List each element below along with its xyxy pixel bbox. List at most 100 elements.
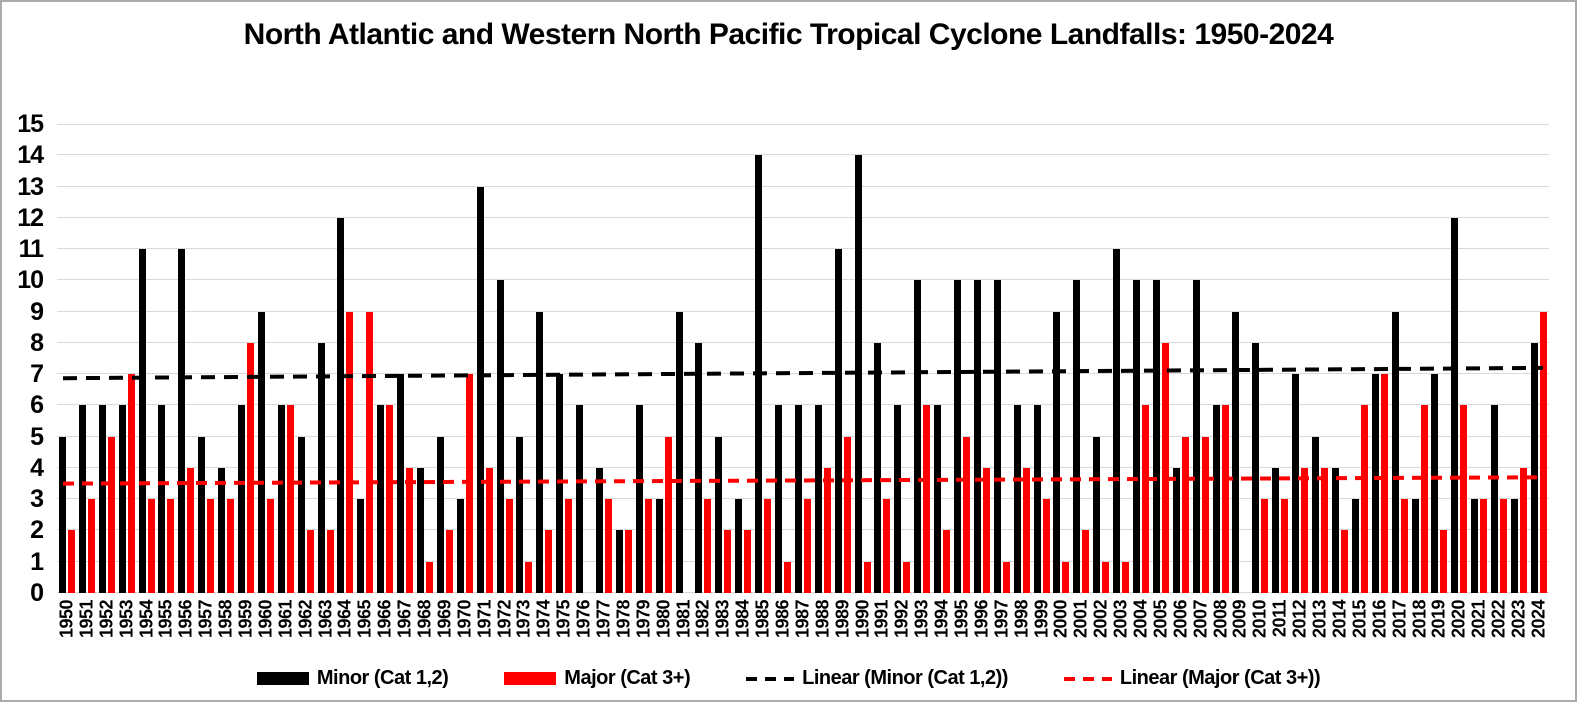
- gridline: [57, 248, 1549, 250]
- x-tick-label: 2022: [1488, 600, 1509, 639]
- minor-bar-2003: [1113, 249, 1121, 593]
- x-tick-label: 1979: [633, 600, 654, 639]
- x-tick-cell: 1973: [514, 597, 534, 649]
- y-tick-label: 1: [30, 547, 44, 576]
- year-group-1991: [873, 124, 893, 593]
- year-group-1993: [912, 124, 932, 593]
- minor-bar-1975: [556, 374, 564, 593]
- major-bar-1982: [704, 499, 712, 593]
- minor-bar-1970: [456, 499, 464, 593]
- x-tick-cell: 1964: [335, 597, 355, 649]
- major-bar-1958: [227, 499, 235, 593]
- x-tick-label: 1970: [454, 600, 475, 639]
- major-bar-1956: [187, 467, 195, 593]
- minor-bar-1969: [436, 436, 444, 593]
- major-bar-1971: [485, 467, 493, 593]
- x-tick-label: 1950: [56, 600, 77, 639]
- x-tick-cell: 1960: [255, 597, 276, 649]
- major-bar-1986: [784, 561, 791, 593]
- x-tick-cell: 1993: [912, 597, 932, 649]
- x-tick-label: 2024: [1528, 600, 1549, 639]
- minor-bar-2016: [1371, 374, 1379, 593]
- year-group-1973: [514, 124, 534, 593]
- x-tick-label: 1971: [474, 600, 495, 639]
- minor-bar-1957: [198, 436, 206, 593]
- x-tick-cell: 1968: [414, 597, 435, 649]
- x-tick-label: 1984: [732, 600, 753, 639]
- major-bar-1969: [445, 530, 453, 593]
- major-bar-1997: [1002, 561, 1010, 593]
- x-tick-cell: 1954: [136, 597, 157, 649]
- x-tick-cell: 1974: [534, 597, 554, 649]
- x-tick-label: 2016: [1369, 600, 1390, 639]
- x-tick-label: 1989: [832, 600, 853, 639]
- major-bar-1991: [883, 499, 891, 593]
- year-group-1964: [335, 124, 355, 593]
- major-bar-2003: [1122, 561, 1130, 593]
- x-tick-label: 1960: [255, 600, 276, 639]
- major-bar-2007: [1201, 436, 1209, 593]
- year-group-2001: [1071, 124, 1091, 593]
- x-tick-cell: 2023: [1508, 597, 1529, 649]
- y-tick-label: 7: [30, 360, 44, 389]
- major-bar-1973: [525, 561, 533, 593]
- major-bar-1951: [87, 499, 95, 593]
- major-bar-1975: [565, 499, 573, 593]
- major-bar-1950: [67, 530, 75, 593]
- year-group-1958: [216, 124, 236, 593]
- gridline: [57, 185, 1549, 187]
- x-tick-label: 2008: [1210, 600, 1231, 639]
- legend-swatch-rect: [504, 672, 557, 685]
- major-bar-2006: [1181, 436, 1189, 593]
- minor-bar-2009: [1232, 311, 1240, 593]
- year-group-2008: [1211, 124, 1231, 593]
- x-tick-label: 1968: [414, 600, 435, 639]
- minor-bar-1981: [675, 311, 683, 593]
- gridline: [57, 279, 1549, 281]
- major-bar-1985: [764, 499, 772, 593]
- gridline: [57, 529, 1549, 531]
- y-tick-label: 11: [18, 235, 44, 264]
- y-tick-label: 2: [30, 516, 44, 545]
- gridline: [57, 404, 1549, 406]
- minor-bar-1996: [973, 280, 981, 593]
- gridline: [57, 435, 1549, 437]
- major-bar-1961: [286, 405, 294, 593]
- year-group-2012: [1290, 124, 1310, 593]
- major-bar-2017: [1400, 499, 1408, 593]
- major-bar-1953: [127, 374, 135, 593]
- year-group-1971: [475, 124, 495, 593]
- x-tick-label: 1977: [593, 600, 614, 639]
- x-tick-cell: 1980: [653, 597, 674, 649]
- x-tick-cell: 1975: [554, 597, 574, 649]
- x-tick-label: 1959: [235, 600, 256, 639]
- year-group-2004: [1131, 124, 1151, 593]
- minor-bar-1993: [914, 280, 922, 593]
- year-group-2021: [1469, 124, 1489, 593]
- x-tick-label: 2012: [1289, 600, 1310, 639]
- year-group-2014: [1330, 124, 1350, 593]
- y-axis-tick-labels: 0 1 2 3 4 5 6 7 8 9 10 11 12 13 14 15: [2, 111, 44, 606]
- major-bar-2022: [1500, 499, 1508, 593]
- year-group-2023: [1509, 124, 1529, 593]
- x-tick-label: 1966: [374, 600, 395, 639]
- major-bar-1964: [346, 311, 354, 593]
- x-tick-cell: 1959: [235, 597, 256, 649]
- x-tick-cell: 1989: [832, 597, 853, 649]
- year-group-1996: [972, 124, 992, 593]
- major-bar-1998: [1022, 467, 1030, 593]
- major-bar-2008: [1221, 405, 1229, 593]
- x-tick-label: 2005: [1150, 600, 1171, 639]
- major-bar-1952: [107, 436, 115, 593]
- minor-bar-2008: [1212, 405, 1220, 593]
- x-tick-cell: 2014: [1329, 597, 1350, 649]
- legend-swatch-dashed-line: [1063, 676, 1112, 681]
- x-tick-cell: 1972: [494, 597, 515, 649]
- x-tick-cell: 1967: [395, 597, 415, 649]
- x-tick-cell: 1990: [852, 597, 873, 649]
- x-tick-label: 1992: [891, 600, 912, 639]
- minor-bar-1976: [576, 405, 584, 593]
- x-tick-label: 1972: [494, 600, 515, 639]
- x-tick-cell: 1971: [474, 597, 495, 649]
- year-group-1963: [316, 124, 336, 593]
